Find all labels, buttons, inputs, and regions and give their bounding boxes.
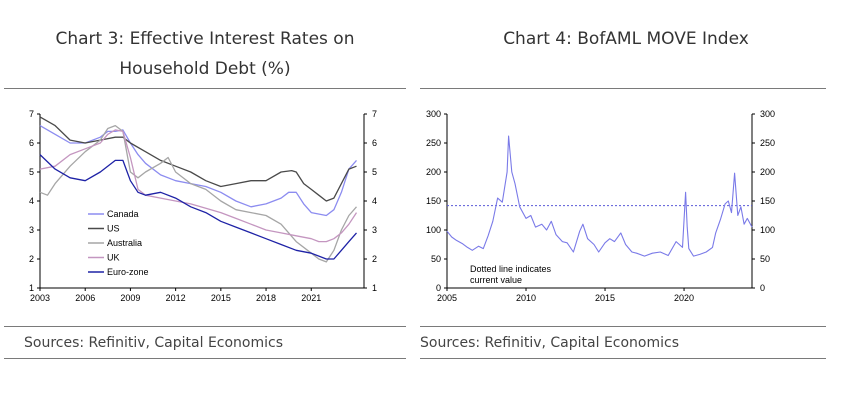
chart4-y-tick-label-left: 50	[431, 254, 441, 264]
chart3-legend-label-uk: UK	[107, 253, 120, 263]
chart3-y-tick-label-right: 2	[372, 254, 377, 264]
chart4-top-rule	[420, 88, 826, 89]
chart3-legend-label-euro-zone: Euro-zone	[107, 267, 149, 277]
chart3-legend-label-us: US	[107, 224, 120, 234]
chart3-source: Sources: Refinitiv, Capital Economics	[24, 335, 284, 351]
chart3-line-australia	[39, 124, 357, 263]
chart3-x-tick-label: 2018	[256, 293, 276, 303]
chart3-legend-label-canada: Canada	[107, 209, 139, 219]
chart3-y-tick-label-right: 6	[372, 138, 377, 148]
chart4-x-tick-label: 2010	[516, 293, 536, 303]
chart4-y-tick-label-left: 100	[426, 225, 441, 235]
chart3-title-line2: Household Debt (%)	[119, 59, 291, 79]
chart3-x-tick-label: 2021	[301, 293, 321, 303]
chart4-y-tick-label-right: 200	[760, 167, 775, 177]
chart3-y-tick-label-left: 7	[29, 109, 34, 119]
chart4-y-tick-label-right: 150	[760, 196, 775, 206]
chart3-line-uk	[39, 129, 358, 243]
chart4-y-tick-label-right: 50	[760, 254, 770, 264]
chart3-title: Chart 3: Effective Interest Rates on Hou…	[4, 24, 406, 84]
chart4-y-tick-label-left: 200	[426, 167, 441, 177]
chart3-top-rule	[4, 88, 406, 89]
chart4-y-tick-label-left: 300	[426, 109, 441, 119]
chart3-line-canada	[39, 125, 357, 217]
chart3-bottom-rule	[4, 326, 406, 327]
chart3-x-tick-label: 2006	[75, 293, 95, 303]
chart4-y-tick-label-left: 150	[426, 196, 441, 206]
chart4-x-tick-label: 2020	[674, 293, 694, 303]
chart3-y-tick-label-left: 3	[29, 225, 34, 235]
chart3-legend-label-australia: Australia	[107, 238, 142, 248]
chart3-x-tick-label: 2015	[211, 293, 231, 303]
chart4-source-rule	[420, 358, 826, 359]
chart3-x-tick-label: 2003	[30, 293, 50, 303]
chart3-y-tick-label-left: 1	[29, 283, 34, 293]
chart4-bottom-rule	[420, 326, 826, 327]
chart3-line-euro-zone	[39, 154, 357, 260]
chart3-plot: 1 1 2 2 3 3 4 4 5 5 6 6 7 7 2003 2006 2009 2012 2015 2018 20…	[29, 109, 377, 303]
chart3-x-tick-label: 2009	[120, 293, 140, 303]
chart3-y-tick-label-left: 6	[29, 138, 34, 148]
chart3-y-tick-label-right: 3	[372, 225, 377, 235]
chart3-y-tick-label-right: 5	[372, 167, 377, 177]
chart4-x-tick-label: 2015	[595, 293, 615, 303]
chart4-y-tick-label-left: 250	[426, 138, 441, 148]
chart4-line-series	[446, 135, 753, 257]
chart3-y-tick-label-left: 5	[29, 167, 34, 177]
chart4-title: Chart 4: BofAML MOVE Index	[420, 24, 832, 54]
chart4-source: Sources: Refinitiv, Capital Economics	[420, 335, 680, 351]
chart4-plot: Dotted line indicates current value 0 0 50…	[426, 109, 775, 303]
chart4-title-line: Chart 4: BofAML MOVE Index	[503, 29, 749, 49]
chart3-y-tick-label-right: 1	[372, 283, 377, 293]
chart4-x-tick-label: 2005	[437, 293, 457, 303]
chart3-source-rule	[4, 358, 406, 359]
chart3-y-tick-label-right: 4	[372, 196, 377, 206]
chart3-x-tick-label: 2012	[166, 293, 186, 303]
chart4-y-tick-label-right: 100	[760, 225, 775, 235]
chart3-y-tick-label-left: 2	[29, 254, 34, 264]
chart4-annotation-line2: current value	[470, 275, 522, 285]
chart3-y-tick-label-left: 4	[29, 196, 34, 206]
chart4-y-tick-label-right: 300	[760, 109, 775, 119]
chart4-annotation-line1: Dotted line indicates	[470, 264, 552, 274]
chart4-y-tick-label-left: 0	[436, 283, 441, 293]
chart4-y-tick-label-right: 0	[760, 283, 765, 293]
chart3-title-line1: Chart 3: Effective Interest Rates on	[55, 29, 355, 49]
chart4-y-tick-label-right: 250	[760, 138, 775, 148]
chart3-line-us	[39, 116, 357, 202]
chart3-y-tick-label-right: 7	[372, 109, 377, 119]
